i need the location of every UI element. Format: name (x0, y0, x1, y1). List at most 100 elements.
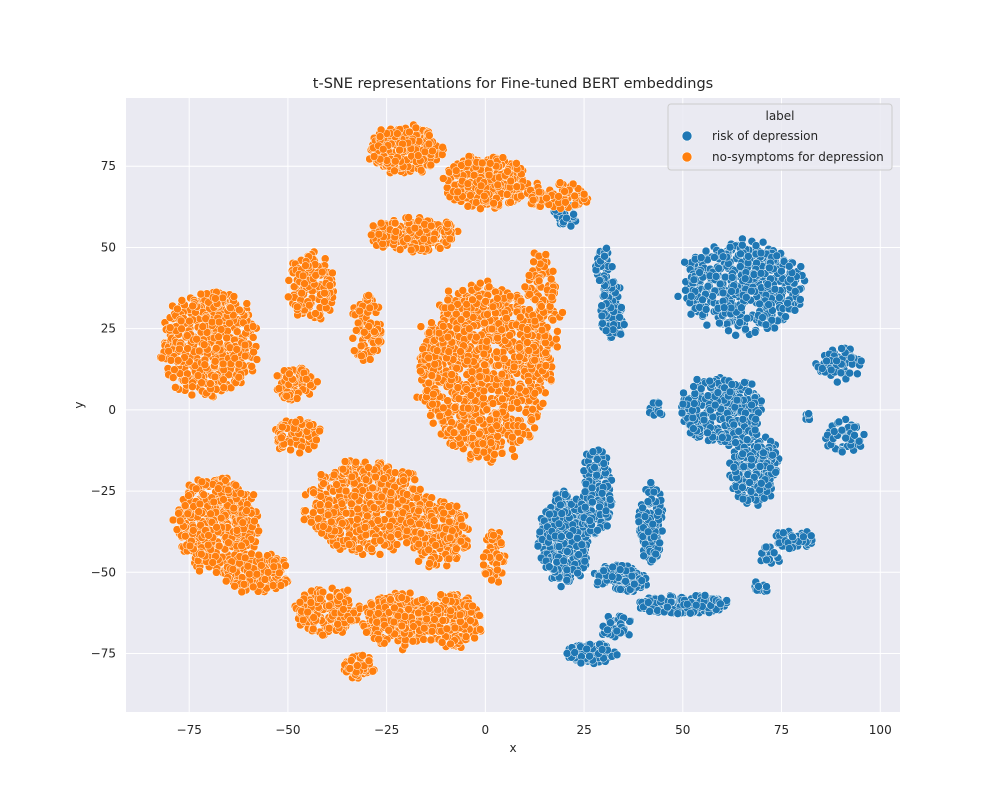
no-symptoms-point (524, 376, 533, 386)
no-symptoms-point (187, 390, 197, 400)
risk-point (692, 375, 702, 384)
risk-point (731, 438, 740, 447)
risk-point (834, 417, 844, 427)
risk-point (562, 575, 572, 585)
risk-point (630, 579, 639, 589)
risk-point (644, 598, 653, 607)
risk-point (563, 547, 572, 556)
no-symptoms-point (448, 441, 458, 450)
risk-point (736, 262, 745, 271)
no-symptoms-point (225, 318, 234, 328)
no-symptoms-point (188, 382, 197, 391)
no-symptoms-point (185, 316, 194, 326)
risk-point (562, 649, 572, 658)
risk-point (731, 331, 740, 340)
no-symptoms-point (207, 317, 217, 327)
risk-point (677, 408, 687, 418)
risk-point (640, 512, 650, 521)
no-symptoms-point (368, 221, 378, 231)
risk-point (714, 264, 723, 273)
risk-point (562, 565, 572, 575)
risk-point (846, 353, 856, 363)
no-symptoms-point (443, 295, 453, 305)
risk-point (663, 602, 672, 612)
no-symptoms-point (493, 180, 503, 190)
risk-point (590, 463, 599, 472)
no-symptoms-point (480, 360, 489, 370)
no-symptoms-point (198, 322, 208, 331)
no-symptoms-point (173, 356, 183, 365)
risk-point (606, 618, 615, 627)
risk-point (696, 384, 706, 393)
no-symptoms-point (476, 204, 485, 213)
risk-point (833, 377, 842, 387)
risk-point (737, 303, 746, 312)
risk-point (804, 409, 813, 418)
risk-point (841, 433, 850, 443)
no-symptoms-point (493, 294, 502, 303)
no-symptoms-point (498, 153, 508, 162)
no-symptoms-point (395, 145, 404, 155)
no-symptoms-point (196, 289, 206, 299)
no-symptoms-point (484, 282, 494, 292)
no-symptoms-point (488, 302, 498, 312)
no-symptoms-point (475, 372, 484, 381)
risk-point (750, 328, 760, 337)
risk-point (788, 532, 797, 542)
no-symptoms-point (443, 219, 452, 229)
risk-point (702, 320, 712, 330)
no-symptoms-point (493, 432, 502, 441)
no-symptoms-point (468, 295, 477, 305)
no-symptoms-point (435, 411, 445, 421)
risk-point (837, 447, 847, 457)
no-symptoms-point (542, 193, 551, 203)
risk-point (646, 478, 656, 487)
no-symptoms-point (428, 146, 437, 156)
risk-point (698, 295, 707, 305)
no-symptoms-point (249, 347, 258, 357)
no-symptoms-point (214, 332, 223, 342)
risk-point (744, 387, 753, 396)
no-symptoms-point (466, 391, 476, 400)
no-symptoms-point (463, 404, 473, 413)
no-symptoms-point (157, 353, 167, 363)
no-symptoms-point (367, 230, 376, 240)
risk-point (777, 266, 786, 276)
no-symptoms-point (481, 297, 490, 306)
risk-point (582, 644, 591, 654)
risk-point (779, 528, 788, 538)
no-symptoms-point (214, 317, 224, 327)
risk-point (559, 556, 569, 566)
risk-point (701, 305, 711, 314)
no-symptoms-point (451, 166, 461, 175)
no-symptoms-point (476, 181, 486, 191)
no-symptoms-point (424, 353, 433, 363)
no-symptoms-point (428, 399, 437, 409)
no-symptoms-point (416, 366, 425, 376)
risk-point (597, 645, 607, 654)
risk-point (738, 449, 747, 459)
no-symptoms-point (484, 170, 494, 180)
no-symptoms-point (406, 245, 416, 255)
no-symptoms-point (458, 286, 468, 295)
risk-point (595, 276, 604, 285)
no-symptoms-point (502, 190, 512, 199)
risk-point (556, 582, 566, 591)
risk-point (683, 599, 692, 609)
risk-point (710, 253, 719, 262)
no-symptoms-point (427, 318, 436, 327)
risk-point (758, 237, 768, 247)
risk-point (654, 398, 664, 408)
risk-point (593, 577, 603, 587)
no-symptoms-point (390, 166, 399, 176)
no-symptoms-point (482, 405, 492, 414)
no-symptoms-point (424, 139, 434, 149)
risk-point (740, 274, 750, 283)
risk-point (603, 625, 612, 635)
risk-point (648, 519, 658, 529)
risk-point (768, 450, 777, 460)
risk-point (643, 527, 653, 537)
no-symptoms-point (509, 362, 519, 372)
risk-point (554, 519, 564, 529)
